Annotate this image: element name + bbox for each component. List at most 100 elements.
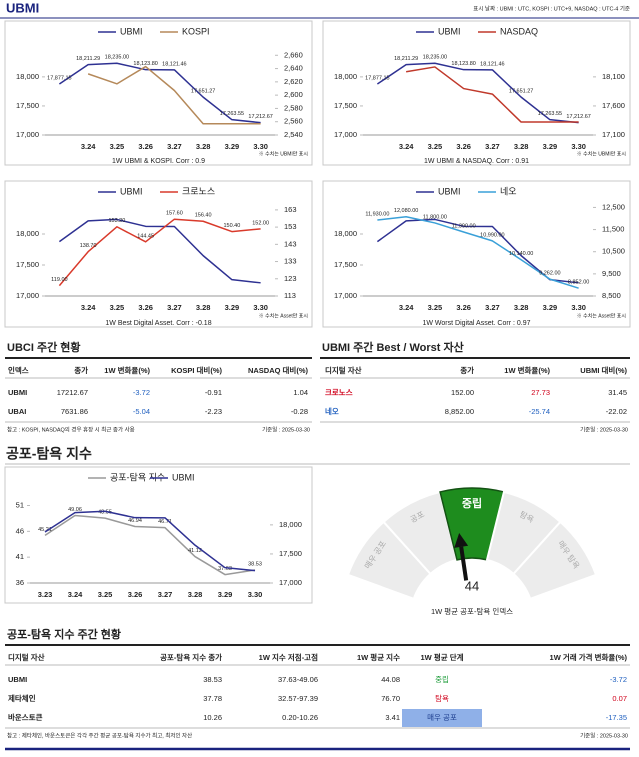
table-note: 참고 : KOSPI, NASDAQ의 경우 휴장 시 최근 종가 사용	[7, 425, 135, 433]
data-label: 11,930.00	[365, 212, 389, 218]
data-label: 17,877.15	[47, 75, 71, 81]
data-label: 10,990.00	[480, 232, 504, 238]
x-tick-label: 3.24	[399, 303, 414, 312]
y2-tick-label: 2,640	[284, 64, 303, 73]
x-tick-label: 3.26	[456, 303, 471, 312]
cell-highlight	[402, 709, 482, 727]
table-cell: 38.53	[203, 675, 222, 684]
table-cell: -3.72	[133, 388, 150, 397]
panel	[322, 180, 631, 328]
y-tick-label: 18,000	[334, 229, 357, 238]
chart-note: ※ 수치는 UBMI만 표시	[577, 150, 626, 157]
data-label: 18,121.46	[480, 61, 504, 67]
table-cell: 바운스토큰	[8, 712, 43, 722]
panel	[4, 180, 313, 328]
table-cell: -25.74	[529, 407, 550, 416]
y2-tick-label: 133	[284, 257, 297, 266]
table-date: 기준일 : 2025-03-30	[580, 425, 628, 433]
table-cell: 크로노스	[325, 388, 353, 397]
data-label: 12,080.00	[394, 208, 418, 214]
y-tick-label: 17,500	[16, 101, 39, 110]
table-cell: -0.91	[205, 388, 222, 397]
y-tick-label: 18,000	[16, 229, 39, 238]
section-title: 공포-탐욕 지수	[6, 446, 92, 462]
data-label: 17,877.15	[365, 75, 389, 81]
y-tick-label: 17,000	[16, 130, 39, 139]
data-label: 41.12	[188, 548, 202, 554]
data-label: 17,651.27	[191, 89, 215, 95]
x-tick-label: 3.28	[514, 142, 529, 151]
table-cell: 네오	[325, 406, 339, 416]
table-cell: -5.04	[133, 407, 150, 416]
data-label: 8,852.00	[568, 280, 589, 286]
table-cell: 27.73	[531, 388, 550, 397]
chart-caption: 1W Worst Digital Asset. Corr : 0.97	[422, 320, 530, 327]
table-header: 종가	[74, 365, 88, 375]
series-line	[58, 218, 261, 287]
data-label: 17,263.55	[538, 111, 562, 117]
x-tick-label: 3.26	[456, 142, 471, 151]
table-cell: 152.00	[451, 388, 474, 397]
data-label: 37.63	[218, 566, 232, 572]
table-cell: 매우 공포	[427, 713, 457, 722]
table-cell: UBMI	[8, 388, 27, 397]
y-tick-label: 17,000	[16, 291, 39, 300]
chart-caption: 1W UBMI & KOSPI. Corr : 0.9	[112, 158, 205, 165]
y-tick-label: 17,500	[334, 101, 357, 110]
data-label: 119.00	[51, 277, 67, 283]
series-line	[44, 510, 256, 572]
x-tick-label: 3.29	[543, 303, 558, 312]
data-label: 18,235.00	[105, 55, 129, 61]
panel	[322, 20, 631, 166]
y-tick-label: 51	[16, 500, 24, 509]
table-cell: 1.04	[293, 388, 308, 397]
x-tick-label: 3.25	[428, 303, 443, 312]
y-tick-label: 17,000	[334, 130, 357, 139]
table-date: 기준일 : 2025-03-30	[580, 731, 628, 739]
data-label: 11,800.00	[423, 214, 447, 220]
table-cell: 0.07	[612, 694, 627, 703]
table-cell: 0.20-10.26	[282, 713, 318, 722]
x-tick-label: 3.28	[196, 303, 211, 312]
data-label: 157.60	[166, 211, 183, 217]
x-tick-label: 3.25	[110, 303, 125, 312]
data-label: 18,211.29	[76, 56, 100, 62]
y2-tick-label: 2,540	[284, 130, 303, 139]
legend-label: UBMI	[172, 472, 195, 482]
table-header: 1W 변화율(%)	[104, 365, 150, 375]
y2-tick-label: 18,000	[279, 520, 302, 529]
data-label: 48.55	[98, 510, 112, 516]
x-tick-label: 3.25	[98, 590, 113, 599]
chart-caption: 1W UBMI & NASDAQ. Corr : 0.91	[424, 158, 529, 165]
table-note: 참고 : 제타체인, 바운스토큰은 각각 주간 평균 공포-탐욕 지수가 최고,…	[7, 731, 192, 739]
y2-tick-label: 17,100	[602, 130, 625, 139]
data-label: 10,140.00	[509, 251, 533, 257]
table-header: 1W 거래 가격 변화율(%)	[550, 652, 628, 662]
table-cell: -0.28	[291, 407, 308, 416]
table-cell: 제타체인	[8, 693, 36, 703]
gauge-sector-label: 중립	[462, 497, 482, 510]
table-cell: UBMI	[8, 675, 27, 684]
x-tick-label: 3.29	[225, 303, 240, 312]
y2-tick-label: 17,000	[279, 578, 302, 587]
gauge-caption: 1W 평균 공포-탐욕 인덱스	[431, 606, 513, 616]
legend-label: UBMI	[438, 26, 461, 36]
data-label: 156.40	[195, 213, 212, 219]
data-label: 49.06	[68, 507, 82, 513]
table-header: 1W 변화율(%)	[504, 365, 550, 375]
x-tick-label: 3.27	[167, 142, 182, 151]
page-title: UBMI	[6, 0, 39, 15]
x-tick-label: 3.27	[485, 142, 500, 151]
legend-label: KOSPI	[182, 26, 210, 36]
data-label: 46.71	[158, 519, 172, 525]
x-tick-label: 3.24	[81, 142, 96, 151]
y2-tick-label: 18,100	[602, 72, 625, 81]
table-header: 인덱스	[8, 365, 29, 375]
gauge-value: 44	[465, 578, 479, 593]
data-label: 38.53	[248, 561, 262, 567]
table-cell: 17212.67	[57, 388, 88, 397]
y-tick-label: 41	[16, 552, 24, 561]
x-tick-label: 3.27	[158, 590, 173, 599]
x-tick-label: 3.30	[253, 303, 268, 312]
y-tick-label: 18,000	[16, 72, 39, 81]
